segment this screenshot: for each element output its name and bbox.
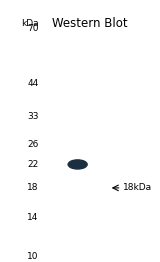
Text: 14: 14 (27, 213, 38, 222)
Text: 33: 33 (27, 112, 38, 121)
Text: 18: 18 (27, 183, 38, 192)
Text: 26: 26 (27, 140, 38, 149)
Text: kDa: kDa (21, 19, 38, 28)
Text: Western Blot: Western Blot (52, 17, 127, 30)
Text: 22: 22 (27, 160, 38, 169)
Text: 18kDa: 18kDa (123, 183, 152, 192)
Text: 70: 70 (27, 24, 38, 33)
Ellipse shape (68, 160, 87, 169)
Text: 44: 44 (27, 79, 38, 88)
Text: 10: 10 (27, 252, 38, 261)
